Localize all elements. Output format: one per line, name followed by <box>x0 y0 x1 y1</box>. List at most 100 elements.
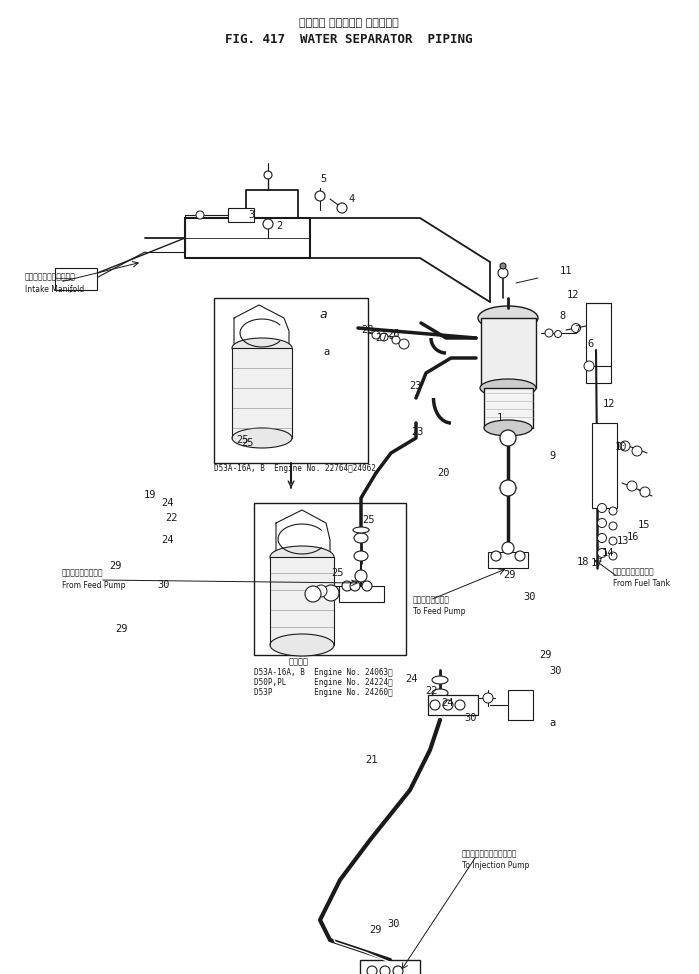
Text: 2: 2 <box>276 221 282 231</box>
Text: 12: 12 <box>603 399 615 409</box>
Circle shape <box>609 522 617 530</box>
Circle shape <box>640 487 650 497</box>
Circle shape <box>609 552 617 560</box>
Ellipse shape <box>354 551 368 561</box>
Circle shape <box>483 693 493 703</box>
Bar <box>214 298 368 463</box>
Bar <box>360 960 420 974</box>
Text: 9: 9 <box>550 451 556 461</box>
Text: 22: 22 <box>426 686 438 696</box>
Circle shape <box>598 548 607 557</box>
Text: 12: 12 <box>567 290 579 300</box>
Text: 23: 23 <box>412 427 424 437</box>
Text: 25: 25 <box>331 568 343 578</box>
Circle shape <box>598 534 607 543</box>
Ellipse shape <box>478 306 538 330</box>
Text: 17: 17 <box>591 558 603 568</box>
Text: 4: 4 <box>349 194 355 204</box>
Circle shape <box>337 203 347 213</box>
Text: 24: 24 <box>161 535 173 545</box>
Circle shape <box>315 585 327 597</box>
Circle shape <box>598 518 607 528</box>
Circle shape <box>554 330 561 338</box>
Text: 29: 29 <box>110 561 122 571</box>
Circle shape <box>393 966 403 974</box>
Circle shape <box>392 336 400 344</box>
Bar <box>339 586 384 602</box>
Text: 14: 14 <box>602 548 614 558</box>
Bar <box>488 552 528 568</box>
Circle shape <box>632 446 642 456</box>
Text: D53P         Engine No. 24260～: D53P Engine No. 24260～ <box>254 688 393 697</box>
Text: 13: 13 <box>617 536 629 546</box>
Text: 18: 18 <box>577 557 589 567</box>
Text: 30: 30 <box>549 666 562 676</box>
Bar <box>586 303 611 383</box>
Ellipse shape <box>353 527 369 533</box>
Circle shape <box>372 331 380 339</box>
Circle shape <box>620 441 630 451</box>
Circle shape <box>264 171 272 179</box>
Text: 30: 30 <box>388 919 401 929</box>
Circle shape <box>627 481 637 491</box>
Circle shape <box>350 581 360 591</box>
Text: 10: 10 <box>614 442 627 452</box>
Text: 20: 20 <box>437 468 449 478</box>
Circle shape <box>305 586 321 602</box>
Circle shape <box>367 966 377 974</box>
Text: 5: 5 <box>320 174 326 184</box>
Text: 27: 27 <box>375 333 387 343</box>
Circle shape <box>430 700 440 710</box>
Bar <box>270 557 334 645</box>
Circle shape <box>380 333 388 341</box>
Ellipse shape <box>432 689 448 697</box>
Text: 適用号機: 適用号機 <box>289 657 309 666</box>
Text: 24: 24 <box>442 698 454 708</box>
Circle shape <box>455 700 465 710</box>
Bar <box>592 423 617 508</box>
Text: 25: 25 <box>236 435 249 445</box>
Circle shape <box>362 581 372 591</box>
Ellipse shape <box>432 676 448 684</box>
Circle shape <box>572 323 580 332</box>
Text: フュエルタンクから
From Fuel Tank: フュエルタンクから From Fuel Tank <box>613 567 670 588</box>
Circle shape <box>515 551 525 561</box>
Text: インジェクションポンプへ
To Injection Pump: インジェクションポンプへ To Injection Pump <box>462 849 529 871</box>
Text: 25: 25 <box>240 438 253 448</box>
Circle shape <box>323 585 339 601</box>
Circle shape <box>315 191 325 201</box>
Text: D50P,PL      Engine No. 24224～: D50P,PL Engine No. 24224～ <box>254 678 393 687</box>
Ellipse shape <box>480 379 536 397</box>
Circle shape <box>500 430 516 446</box>
Text: フィードポンプへ
To Feed Pump: フィードポンプへ To Feed Pump <box>413 595 466 617</box>
Ellipse shape <box>270 634 334 656</box>
Circle shape <box>584 361 594 371</box>
Bar <box>484 388 533 428</box>
Circle shape <box>500 480 516 496</box>
Circle shape <box>502 542 514 554</box>
Text: 24: 24 <box>405 674 417 684</box>
Bar <box>232 348 292 438</box>
Text: 26: 26 <box>387 329 399 339</box>
Circle shape <box>545 329 553 337</box>
Text: FIG. 417  WATER SEPARATOR  PIPING: FIG. 417 WATER SEPARATOR PIPING <box>225 33 473 46</box>
Circle shape <box>491 551 501 561</box>
Bar <box>481 318 536 388</box>
Text: フィードポンプから
From Feed Pump: フィードポンプから From Feed Pump <box>62 568 126 589</box>
Text: ウォータ セパレータ パイピング: ウォータ セパレータ パイピング <box>299 18 399 28</box>
Text: 21: 21 <box>366 755 378 765</box>
Text: 29: 29 <box>116 624 128 634</box>
Text: 29: 29 <box>370 925 382 935</box>
Circle shape <box>355 570 367 582</box>
Text: 19: 19 <box>144 490 157 500</box>
Ellipse shape <box>484 420 532 436</box>
Text: 30: 30 <box>158 580 171 590</box>
Text: a: a <box>549 718 555 728</box>
Ellipse shape <box>232 428 292 448</box>
Ellipse shape <box>270 546 334 568</box>
Text: a: a <box>319 308 326 321</box>
Text: 30: 30 <box>465 713 477 723</box>
Circle shape <box>609 507 617 515</box>
Circle shape <box>500 263 506 269</box>
Bar <box>228 208 254 222</box>
